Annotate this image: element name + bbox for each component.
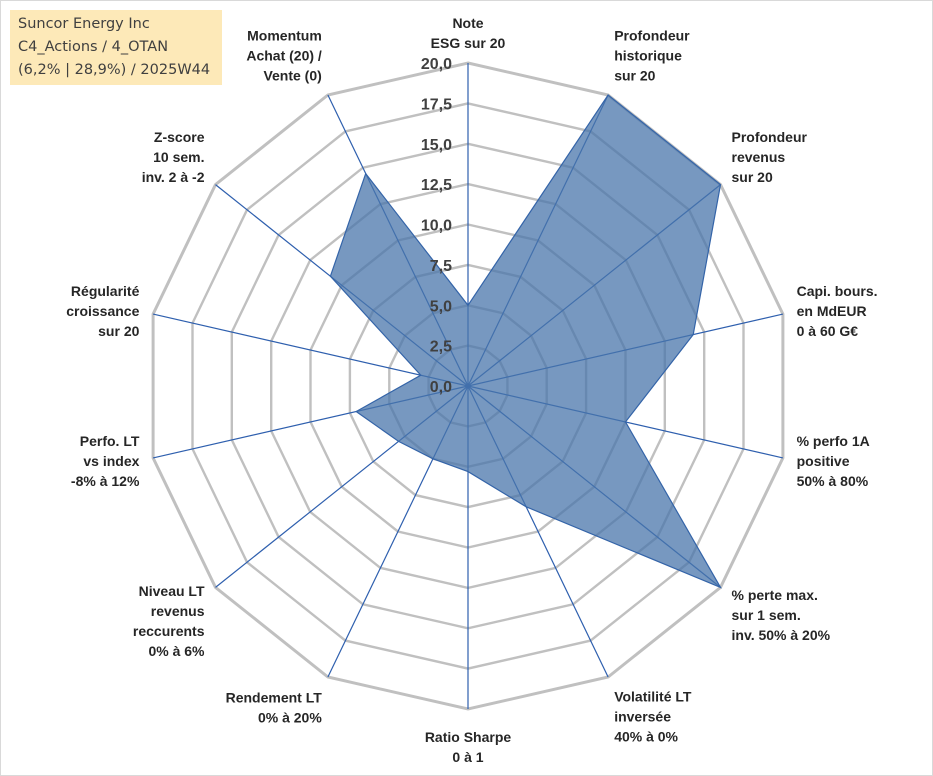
tick-label: 15,0: [421, 137, 452, 154]
axis-label-line: sur 20: [614, 67, 655, 83]
radar-spoke: [152, 313, 469, 387]
tick-label: 17,5: [421, 96, 452, 113]
axis-label-line: Niveau LT: [139, 583, 205, 599]
performance-stats: (6,2% | 28,9%) / 2025W44: [18, 62, 211, 78]
axis-labels: Note ESG sur 20 Profondeur historique sur 20…: [66, 15, 877, 765]
axis-label-line: Note: [452, 15, 483, 31]
axis-label-line: sur 20: [732, 169, 773, 185]
axis-label-line: Capi. bours.: [797, 283, 878, 299]
radial-tick-labels: 0,0 2,5 5,0 7,5 10,0 12,5 15,0 17,5 20,0: [421, 56, 452, 396]
tick-label: 7,5: [430, 258, 452, 275]
axis-label-line: reccurents: [133, 623, 205, 639]
axis-label-line: inversée: [614, 709, 671, 725]
axis-label: Perfo. LT vs index -8% à 12%: [71, 433, 140, 489]
axis-label: Note ESG sur 20: [431, 15, 506, 51]
series-area: [329, 94, 722, 589]
axis-label-line: croissance: [66, 303, 139, 319]
axis-label-line: Profondeur: [614, 27, 690, 43]
axis-label: Z-score 10 sem. inv. 2 à -2: [142, 129, 205, 185]
axis-label-line: inv. 2 à -2: [142, 169, 205, 185]
axis-label: Profondeur historique sur 20: [614, 27, 690, 83]
axis-label-line: Profondeur: [732, 129, 808, 145]
tick-label: 2,5: [430, 339, 452, 356]
axis-label-line: vs index: [83, 453, 139, 469]
axis-label-line: Achat (20) /: [246, 47, 322, 63]
axis-label-line: 40% à 0%: [614, 729, 678, 745]
axis-label-line: revenus: [151, 603, 205, 619]
axis-label: Capi. bours. en MdEUR 0 à 60 G€: [797, 283, 878, 339]
axis-label-line: sur 1 sem.: [732, 607, 801, 623]
axis-label-line: -8% à 12%: [71, 473, 140, 489]
axis-label: Ratio Sharpe 0 à 1: [425, 729, 512, 765]
axis-label-line: Perfo. LT: [80, 433, 140, 449]
axis-label-line: 0 à 1: [452, 749, 483, 765]
axis-label-line: historique: [614, 47, 682, 63]
axis-label-line: Volatilité LT: [614, 689, 692, 705]
axis-label-line: Régularité: [71, 283, 140, 299]
axis-label-line: Ratio Sharpe: [425, 729, 512, 745]
company-name: Suncor Energy Inc: [18, 16, 150, 32]
tick-label: 10,0: [421, 218, 452, 235]
axis-label-line: 0% à 6%: [148, 643, 205, 659]
axis-label: Niveau LT revenus reccurents 0% à 6%: [133, 583, 205, 659]
axis-label-line: % perfo 1A: [797, 433, 870, 449]
tick-label: 0,0: [430, 379, 452, 396]
axis-label-line: en MdEUR: [797, 303, 867, 319]
axis-label-line: 0 à 60 G€: [797, 323, 859, 339]
axis-label-line: Momentum: [247, 27, 322, 43]
axis-label: Volatilité LT inversée 40% à 0%: [614, 689, 692, 745]
axis-label-line: sur 20: [98, 323, 139, 339]
category-label: C4_Actions / 4_OTAN: [18, 39, 169, 55]
axis-label: % perte max. sur 1 sem. inv. 50% à 20%: [732, 587, 831, 643]
axis-label-line: positive: [797, 453, 850, 469]
axis-label-line: Rendement LT: [226, 690, 323, 706]
tick-label: 20,0: [421, 56, 452, 73]
axis-label: Momentum Achat (20) / Vente (0): [246, 27, 322, 83]
axis-label-line: 50% à 80%: [797, 473, 869, 489]
axis-label-line: 10 sem.: [153, 149, 204, 165]
axis-label-line: inv. 50% à 20%: [732, 627, 831, 643]
axis-label: Régularité croissance sur 20: [66, 283, 139, 339]
axis-label: Profondeur revenus sur 20: [732, 129, 808, 185]
axis-label-line: ESG sur 20: [431, 35, 506, 51]
axis-label-line: revenus: [732, 149, 786, 165]
tick-label: 12,5: [421, 177, 452, 194]
radar-series: [329, 94, 722, 589]
axis-label: Rendement LT 0% à 20%: [226, 690, 323, 726]
axis-label-line: 0% à 20%: [258, 710, 322, 726]
axis-label-line: % perte max.: [732, 587, 818, 603]
info-box: Suncor Energy Inc C4_Actions / 4_OTAN (6…: [10, 10, 222, 85]
axis-label: % perfo 1A positive 50% à 80%: [797, 433, 870, 489]
tick-label: 5,0: [430, 298, 452, 315]
axis-label-line: Z-score: [154, 129, 205, 145]
axis-label-line: Vente (0): [263, 67, 321, 83]
